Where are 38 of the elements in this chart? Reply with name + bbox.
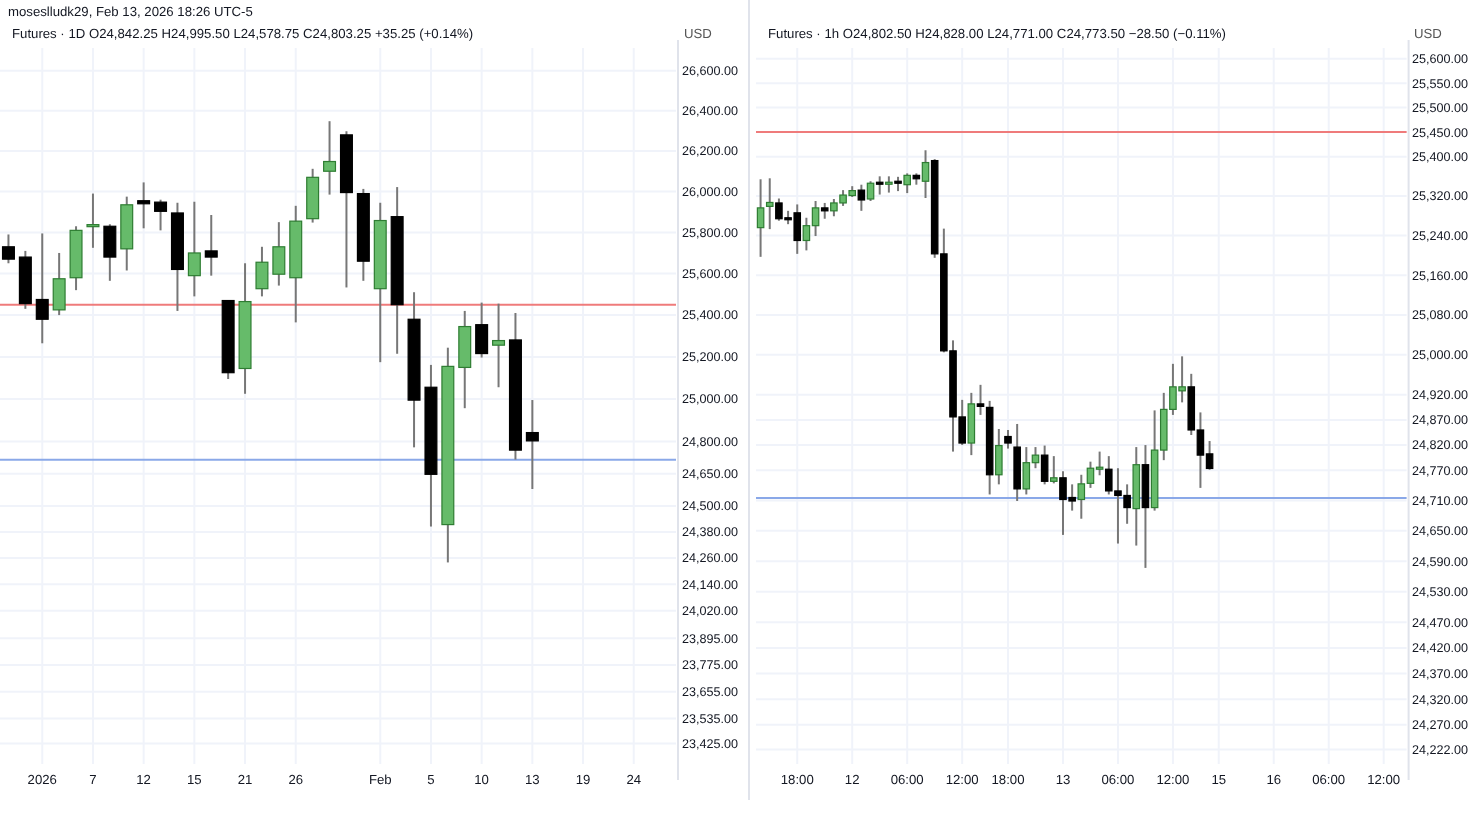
candlestick (86, 192, 100, 249)
candlestick (458, 309, 472, 410)
candlestick (866, 180, 875, 202)
candlestick (857, 183, 866, 212)
candlestick (995, 427, 1003, 486)
candlestick (475, 301, 489, 359)
candlestick (765, 177, 774, 231)
candlestick (1013, 422, 1021, 503)
candlestick (103, 223, 117, 282)
candlestick (1077, 473, 1086, 520)
candlestick (1132, 446, 1141, 547)
candlestick (18, 249, 32, 310)
candlestick (187, 200, 201, 298)
candlestick (492, 302, 506, 389)
candlestick (1040, 444, 1049, 486)
candlestick (967, 391, 976, 457)
candlestick (69, 225, 83, 292)
candlestick (204, 214, 218, 277)
candlestick (52, 251, 66, 317)
candlestick (903, 172, 911, 195)
candlestick (154, 198, 168, 232)
candlestick (525, 399, 539, 490)
candlestick (1, 233, 15, 265)
candlestick (1141, 444, 1150, 569)
candlestick (137, 181, 151, 230)
candlestick (35, 232, 49, 345)
candlestick (921, 149, 930, 200)
candlestick (306, 167, 320, 224)
candlestick (1095, 450, 1104, 477)
candlestick (976, 383, 985, 416)
candlestick (811, 199, 820, 238)
candlestick (1050, 455, 1058, 485)
candlestick (1004, 428, 1012, 450)
candlestick (1022, 446, 1031, 496)
candlestick (756, 178, 765, 258)
candlestick (323, 120, 337, 196)
candlestick (875, 175, 884, 196)
candlestick (120, 195, 134, 272)
